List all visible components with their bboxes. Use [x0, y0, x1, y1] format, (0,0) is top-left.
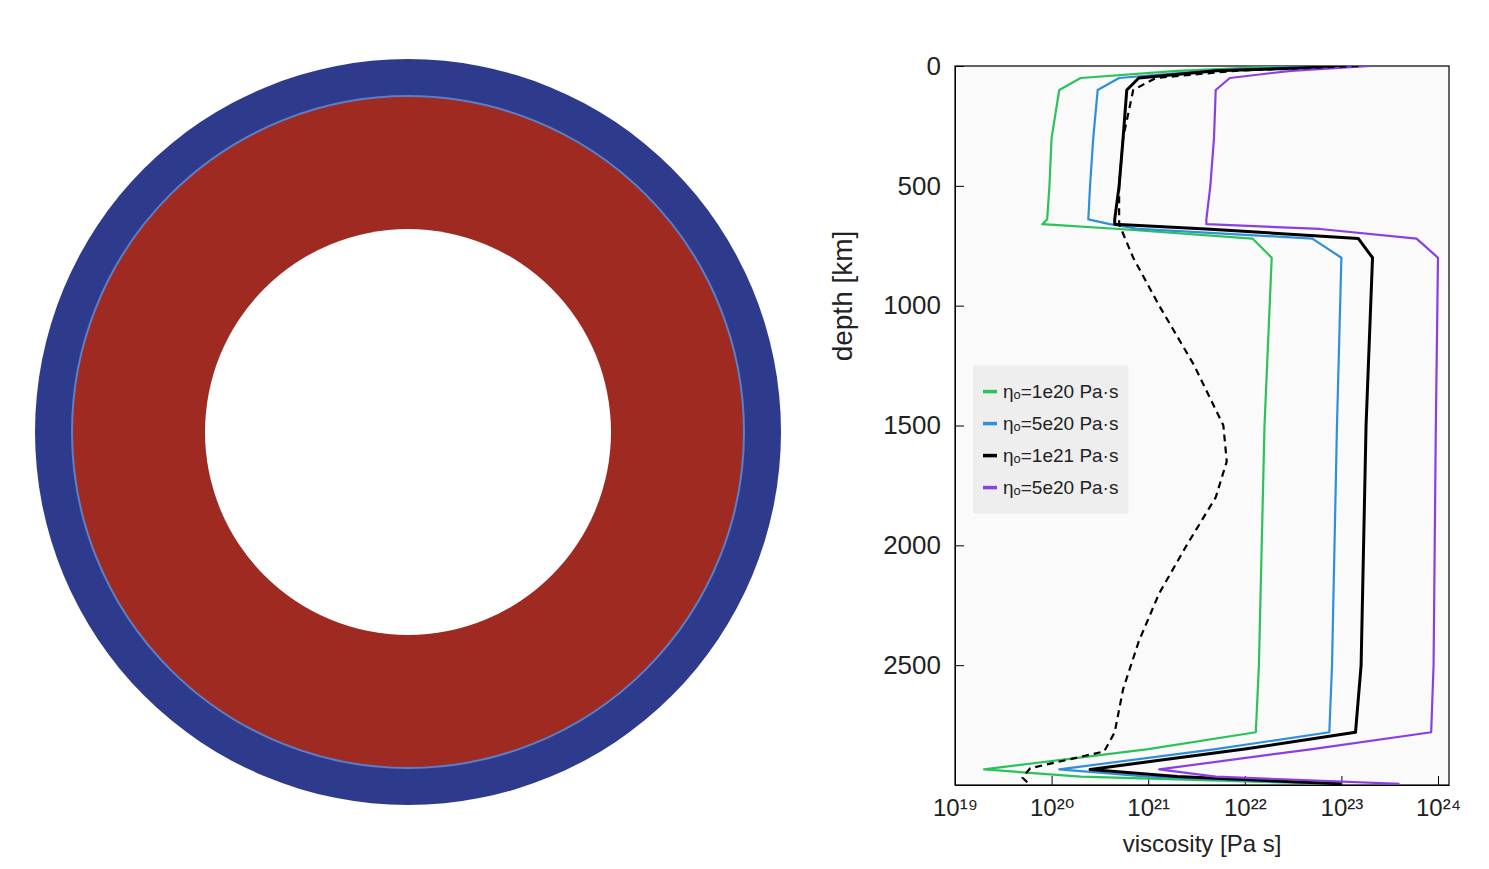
- x-tick-label: 10²⁰: [1030, 794, 1074, 821]
- legend-label: ηₒ=5e20 Pa·s: [1003, 413, 1118, 434]
- y-tick: 2500: [883, 650, 964, 680]
- viscosity-profile: [1090, 66, 1372, 784]
- plot-frame: [955, 66, 1449, 785]
- x-axis-title: viscosity [Pa s]: [1123, 830, 1282, 857]
- x-tick-label: 10²¹: [1127, 794, 1170, 821]
- y-tick-label: 500: [898, 171, 941, 201]
- x-tick-mark: [1438, 776, 1439, 785]
- x-tick: 10²⁴: [1416, 776, 1461, 821]
- legend-swatch: [983, 454, 997, 458]
- y-tick: 2000: [883, 530, 964, 560]
- legend: ηₒ=1e20 Pa·s ηₒ=5e20 Pa·s ηₒ=1e21 Pa·s ηₒ=5…: [973, 366, 1128, 514]
- x-tick-label: 10²²: [1224, 794, 1267, 821]
- y-axis-title: depth [km]: [827, 231, 858, 362]
- legend-swatch: [983, 486, 997, 490]
- legend-label: ηₒ=5e20 Pa·s: [1003, 477, 1118, 498]
- x-tick-label: 10²⁴: [1416, 794, 1461, 821]
- figure: 10¹⁹ 10²⁰ 10²¹ 10²² 10²³ 10²⁴ 0 500 1000 1500 2000…: [0, 0, 1489, 869]
- viscosity-profile: [984, 66, 1332, 784]
- core: [205, 229, 611, 635]
- legend-swatch: [983, 422, 997, 426]
- x-tick-mark: [1052, 776, 1053, 785]
- x-tick-label: 10²³: [1321, 794, 1364, 821]
- legend-swatch: [983, 390, 997, 394]
- y-tick-label: 1000: [883, 290, 941, 320]
- mantle-annulus: [35, 59, 781, 805]
- y-tick-mark: [955, 426, 964, 427]
- viscosity-profile: [1159, 66, 1438, 784]
- x-tick-label: 10¹⁹: [933, 794, 978, 821]
- lines: [984, 66, 1438, 785]
- y-tick-label: 2500: [883, 650, 941, 680]
- outer-shell: [35, 59, 781, 805]
- y-tick-label: 0: [927, 51, 941, 81]
- x-tick: 10²¹: [1127, 776, 1170, 821]
- y-tick: 1000: [883, 290, 964, 320]
- y-tick-mark: [955, 665, 964, 666]
- x-axis-line: [956, 785, 1450, 786]
- legend-label: ηₒ=1e21 Pa·s: [1003, 445, 1118, 466]
- x-tick: 10²⁰: [1030, 776, 1074, 821]
- y-axis: 0 500 1000 1500 2000 2500: [883, 51, 964, 786]
- y-tick-label: 1500: [883, 410, 941, 440]
- chart: 10¹⁹ 10²⁰ 10²¹ 10²² 10²³ 10²⁴ 0 500 1000 1500 2000…: [827, 51, 1461, 857]
- mantle-region: [72, 96, 744, 768]
- y-tick-mark: [955, 545, 964, 546]
- y-tick-mark: [955, 66, 964, 67]
- y-tick: 500: [898, 171, 964, 201]
- y-tick: 1500: [883, 410, 964, 440]
- y-tick: 0: [927, 51, 964, 81]
- y-tick-label: 2000: [883, 530, 941, 560]
- legend-box: [973, 366, 1128, 514]
- y-tick-mark: [955, 306, 964, 307]
- y-tick-mark: [955, 186, 964, 187]
- legend-label: ηₒ=1e20 Pa·s: [1003, 381, 1118, 402]
